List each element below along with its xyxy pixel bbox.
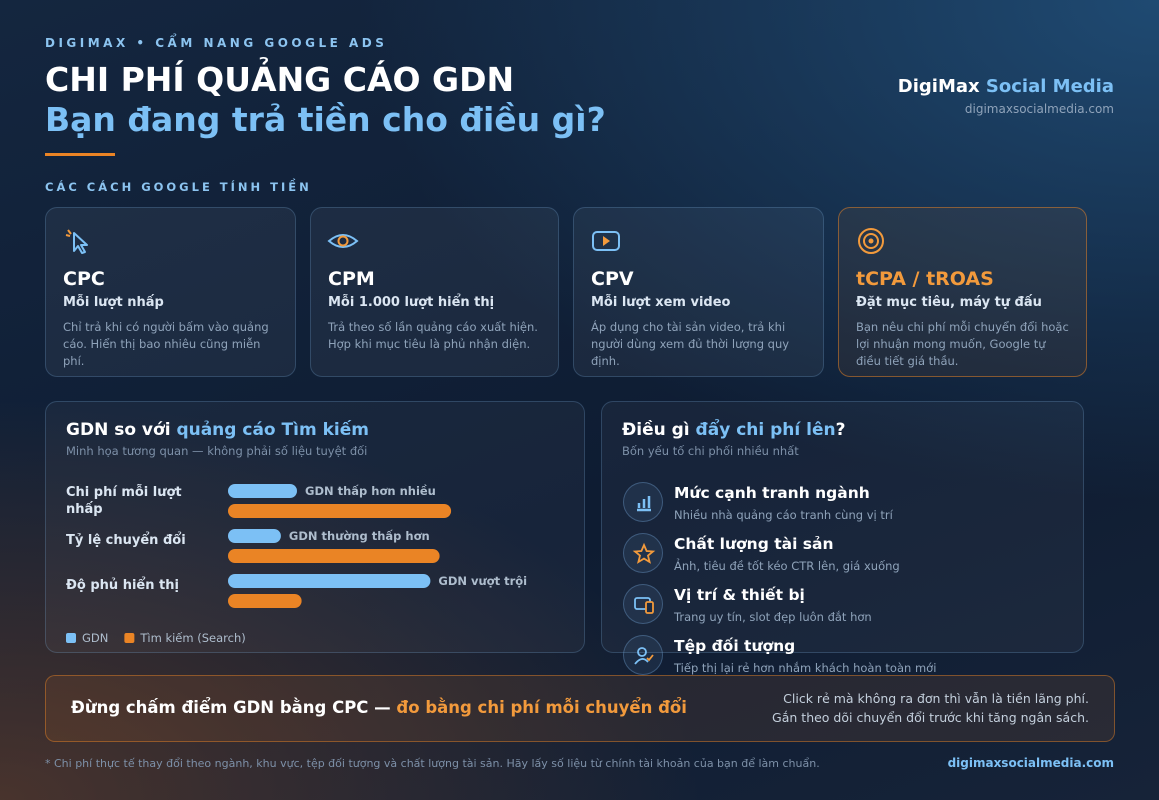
icon xyxy=(623,482,663,522)
brand: DigiMax Social Media xyxy=(898,76,1114,97)
icon xyxy=(65,229,88,254)
card: CPC Mỗi lượt nhấp Chỉ trả khi có người bấm… xyxy=(45,207,296,377)
title: CHI PHÍ QUẢNG CÁO GDN xyxy=(45,60,515,99)
footer-note: * Chi phí thực tế thay đổi theo ngành, k… xyxy=(45,757,820,770)
factors-title-text: Điều gì xyxy=(622,420,696,440)
card-text: Bạn nêu chi phí mỗi chuyển đổi hoặc lợi … xyxy=(856,320,1069,368)
callout: Đừng chấm điểm GDN bằng CPC — đo bằng ch… xyxy=(45,675,1115,742)
factors-panel: Điều gì đẩy chi phí lên? Bốn yếu tố chi … xyxy=(601,401,1084,675)
factors-subtitle: Bốn yếu tố chi phối nhiều nhất xyxy=(622,444,799,458)
callout-main: Đừng chấm điểm GDN bằng CPC — xyxy=(71,698,397,717)
factors-title: Điều gì đẩy chi phí lên? xyxy=(622,420,845,440)
factor-title: Tệp đối tượng xyxy=(674,637,796,655)
card: CPV Mỗi lượt xem video Áp dụng cho tài sản… xyxy=(573,207,824,377)
factor-text: Tiếp thị lại rẻ hơn nhắm khách hoàn toàn… xyxy=(674,661,937,675)
chart: GDN thấp hơn nhiều GDN thường thấp hơn GDN… xyxy=(66,484,527,645)
card-name: tCPA / tROAS xyxy=(856,268,994,290)
card-name: CPC xyxy=(63,268,105,290)
footer-url: digimaxsocialmedia.com xyxy=(947,756,1114,770)
card-name: CPV xyxy=(591,268,634,290)
card-subtitle: Mỗi lượt nhấp xyxy=(63,295,164,310)
icon xyxy=(623,533,663,573)
chart-subtitle: Minh họa tương quan — không phải số liệu… xyxy=(66,444,368,458)
card-text: Chỉ trả khi có người bấm vào quảng cáo. … xyxy=(63,320,269,368)
category-label: Chi phí mỗi lượt nhấp xyxy=(66,485,182,517)
bar xyxy=(228,574,431,588)
card: CPM Mỗi 1.000 lượt hiển thị Trả theo số lầ… xyxy=(310,207,559,377)
bar-annotation: GDN thấp hơn nhiều xyxy=(305,484,436,498)
card-subtitle: Mỗi lượt xem video xyxy=(591,295,731,310)
icon xyxy=(623,584,663,624)
factor-text: Nhiều nhà quảng cáo tranh cùng vị trí xyxy=(674,508,893,522)
category-label: Tỷ lệ chuyển đổi xyxy=(66,533,186,548)
card-text: Áp dụng cho tài sản video, trả khi người… xyxy=(591,320,790,368)
card-subtitle: Mỗi 1.000 lượt hiển thị xyxy=(328,295,495,310)
brand-url: digimaxsocialmedia.com xyxy=(964,102,1114,116)
bar xyxy=(228,529,281,543)
chart-title-text: GDN so với xyxy=(66,420,177,440)
callout-note: Click rẻ mà không ra đơn thì vẫn là tiền… xyxy=(783,691,1089,706)
card-text: Trả theo số lần quảng cáo xuất hiện. Hợp… xyxy=(328,320,538,351)
callout-text: Đừng chấm điểm GDN bằng CPC — đo bằng ch… xyxy=(71,698,687,717)
card-subtitle: Đặt mục tiêu, máy tự đấu xyxy=(856,295,1042,310)
factor-text: Ảnh, tiêu đề tốt kéo CTR lên, giá xuống xyxy=(674,559,900,573)
factors-title-end: ? xyxy=(835,420,846,440)
factor-title: Chất lượng tài sản xyxy=(674,535,834,553)
icon xyxy=(327,234,359,248)
icon xyxy=(592,231,620,251)
card-name: CPM xyxy=(328,268,375,290)
bar xyxy=(228,484,297,498)
bar xyxy=(228,594,302,608)
legend-label: Tìm kiếm (Search) xyxy=(139,631,245,645)
icon xyxy=(858,228,884,254)
card: tCPA / tROAS Đặt mục tiêu, máy tự đấu Bạn … xyxy=(838,207,1087,377)
legend-swatch xyxy=(66,633,76,643)
factor-title: Mức cạnh tranh ngành xyxy=(674,484,870,502)
bar xyxy=(228,549,440,563)
factors-title-accent: đẩy chi phí lên xyxy=(695,420,836,440)
callout-accent: đo bằng chi phí mỗi chuyển đổi xyxy=(396,698,687,717)
eyebrow: DIGIMAX • CẨM NANG GOOGLE ADS xyxy=(45,36,388,50)
bar xyxy=(228,504,452,518)
factor-title: Vị trí & thiết bị xyxy=(674,586,805,604)
bar-annotation: GDN vượt trội xyxy=(438,574,527,588)
comparison-panel: GDN so với quảng cáo Tìm kiếm Minh họa t… xyxy=(45,401,585,653)
callout-note: Gắn theo dõi chuyển đổi trước khi tăng n… xyxy=(772,710,1089,725)
subtitle: Bạn đang trả tiền cho điều gì? xyxy=(45,100,606,139)
chart-title-accent: quảng cáo Tìm kiếm xyxy=(176,420,369,440)
category-label: Độ phủ hiển thị xyxy=(66,578,179,593)
factor-text: Trang uy tín, slot đẹp luôn đắt hơn xyxy=(674,610,872,624)
brand-accent: Social Media xyxy=(985,76,1114,97)
underline xyxy=(45,153,115,156)
section-label: CÁC CÁCH GOOGLE TÍNH TIỀN xyxy=(45,180,312,194)
brand-name: DigiMax xyxy=(897,76,980,97)
legend-label: GDN xyxy=(82,631,108,645)
legend-swatch xyxy=(124,633,135,643)
chart-title: GDN so với quảng cáo Tìm kiếm xyxy=(66,420,369,440)
bar-annotation: GDN thường thấp hơn xyxy=(289,529,430,543)
icon xyxy=(623,635,663,675)
